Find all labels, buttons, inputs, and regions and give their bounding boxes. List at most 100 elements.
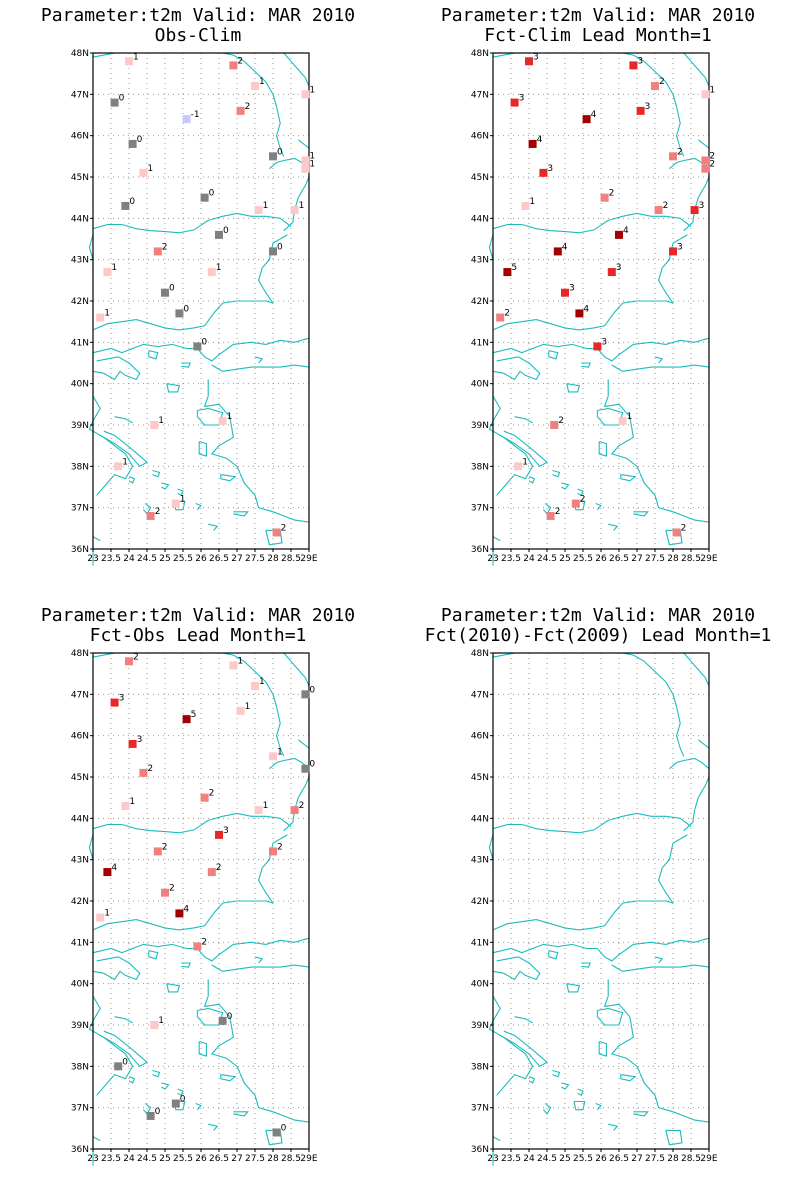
coastline	[258, 834, 288, 904]
lon-tick-label: 27	[631, 554, 642, 564]
lon-tick-label: 27	[631, 1154, 642, 1164]
station-marker	[110, 698, 119, 707]
lon-tick-label: 23	[487, 1154, 498, 1164]
coastlines	[88, 652, 310, 1166]
coastline	[283, 652, 310, 687]
station-value-label: 1	[122, 457, 128, 467]
lon-tick-label: 24.5	[137, 1154, 157, 1164]
lat-tick-label: 47N	[471, 90, 489, 100]
lon-tick-label: 29E	[300, 1154, 317, 1164]
station-marker	[200, 793, 209, 802]
station-value-label: 3	[645, 102, 651, 112]
coastline	[177, 488, 184, 497]
station-value-label: 1	[133, 52, 139, 62]
coastline	[548, 350, 559, 360]
map-frame	[492, 52, 710, 550]
station-marker	[96, 913, 105, 922]
station-value-label: 0	[169, 284, 175, 294]
lat-tick-label: 39N	[471, 421, 489, 431]
station-marker	[218, 1016, 227, 1025]
station-marker	[654, 206, 663, 215]
station-value-label: 1	[111, 263, 117, 273]
lat-tick-label: 48N	[71, 49, 89, 59]
coastline	[92, 652, 115, 658]
station-marker	[290, 806, 299, 815]
coastline	[181, 962, 192, 968]
station-marker	[539, 168, 548, 177]
station-value-label: 4	[111, 863, 117, 873]
coastline	[566, 983, 581, 993]
station-value-label: 2	[162, 842, 168, 852]
station-value-label: 0	[119, 94, 125, 104]
coastline	[542, 1103, 552, 1115]
lat-tick-label: 41N	[471, 938, 489, 948]
panel-fct-obs: Parameter:t2m Valid: MAR 2010 Fct-Obs Le…	[0, 600, 400, 1200]
lon-tick-label: 28	[667, 1154, 679, 1164]
lat-tick-label: 36N	[71, 1145, 89, 1155]
lon-tick-label: 26	[595, 554, 607, 564]
lon-tick-label: 27.5	[645, 554, 665, 564]
lon-tick-label: 23	[87, 554, 98, 564]
station-value-label: 0	[227, 1012, 233, 1022]
station-marker	[553, 247, 562, 256]
station-marker	[269, 752, 277, 761]
station-value-label: 0	[309, 685, 315, 695]
lon-tick-label: 23.5	[101, 554, 121, 564]
lon-tick-label: 29E	[300, 554, 317, 564]
station-marker	[301, 156, 310, 165]
station-value-label: 1	[180, 495, 186, 505]
station-marker	[128, 739, 137, 748]
coastline	[166, 983, 181, 993]
coastline	[254, 956, 264, 964]
coastline	[608, 1123, 619, 1131]
coastline	[211, 364, 310, 372]
coastline	[92, 812, 292, 834]
coastline	[492, 956, 541, 981]
station-value-label: 3	[533, 52, 539, 62]
station-marker	[207, 268, 216, 277]
coastline	[195, 502, 202, 511]
lat-tick-label: 46N	[471, 132, 489, 142]
station-value-label: 2	[299, 801, 305, 811]
coastline	[92, 212, 292, 234]
coastline	[166, 383, 181, 393]
coastline	[633, 511, 650, 517]
station-marker	[272, 528, 281, 537]
station-marker	[251, 82, 259, 91]
station-marker	[150, 1021, 159, 1029]
station-value-label: 1	[227, 412, 233, 422]
station-value-label: 0	[277, 147, 283, 157]
station-marker	[103, 268, 112, 277]
station-marker	[269, 847, 277, 856]
coastline	[608, 523, 619, 531]
coastline	[633, 1111, 650, 1117]
lat-tick-label: 38N	[471, 1062, 489, 1072]
lat-tick-label: 36N	[71, 545, 89, 555]
lat-tick-label: 47N	[471, 690, 489, 700]
coastline	[683, 52, 710, 87]
lat-tick-label: 40N	[71, 380, 89, 390]
lon-tick-label: 24.5	[537, 554, 557, 564]
lat-tick-label: 45N	[471, 773, 489, 783]
coastline	[148, 350, 159, 360]
lat-tick-label: 48N	[471, 49, 489, 59]
station-value-label: 2	[155, 507, 161, 517]
station-marker	[96, 313, 105, 322]
map-subtitle: Obs-Clim	[155, 25, 242, 46]
coastlines	[88, 52, 310, 566]
panel-fct-diff: Parameter:t2m Valid: MAR 2010 Fct(2010)-…	[400, 600, 800, 1200]
station-marker	[521, 201, 530, 210]
station-value-label: 2	[147, 764, 153, 774]
coastline	[196, 407, 224, 426]
station-marker	[153, 247, 162, 256]
lat-tick-label: 42N	[471, 297, 489, 307]
station-marker	[510, 98, 519, 107]
station-value-label: 0	[309, 760, 315, 770]
lat-tick-label: 46N	[71, 732, 89, 742]
lon-tick-label: 25.5	[573, 1154, 593, 1164]
lon-tick-label: 27.5	[645, 1154, 665, 1164]
station-marker	[636, 106, 645, 115]
station-marker	[121, 801, 130, 810]
station-marker	[153, 847, 162, 856]
station-value-label: 3	[677, 242, 683, 252]
